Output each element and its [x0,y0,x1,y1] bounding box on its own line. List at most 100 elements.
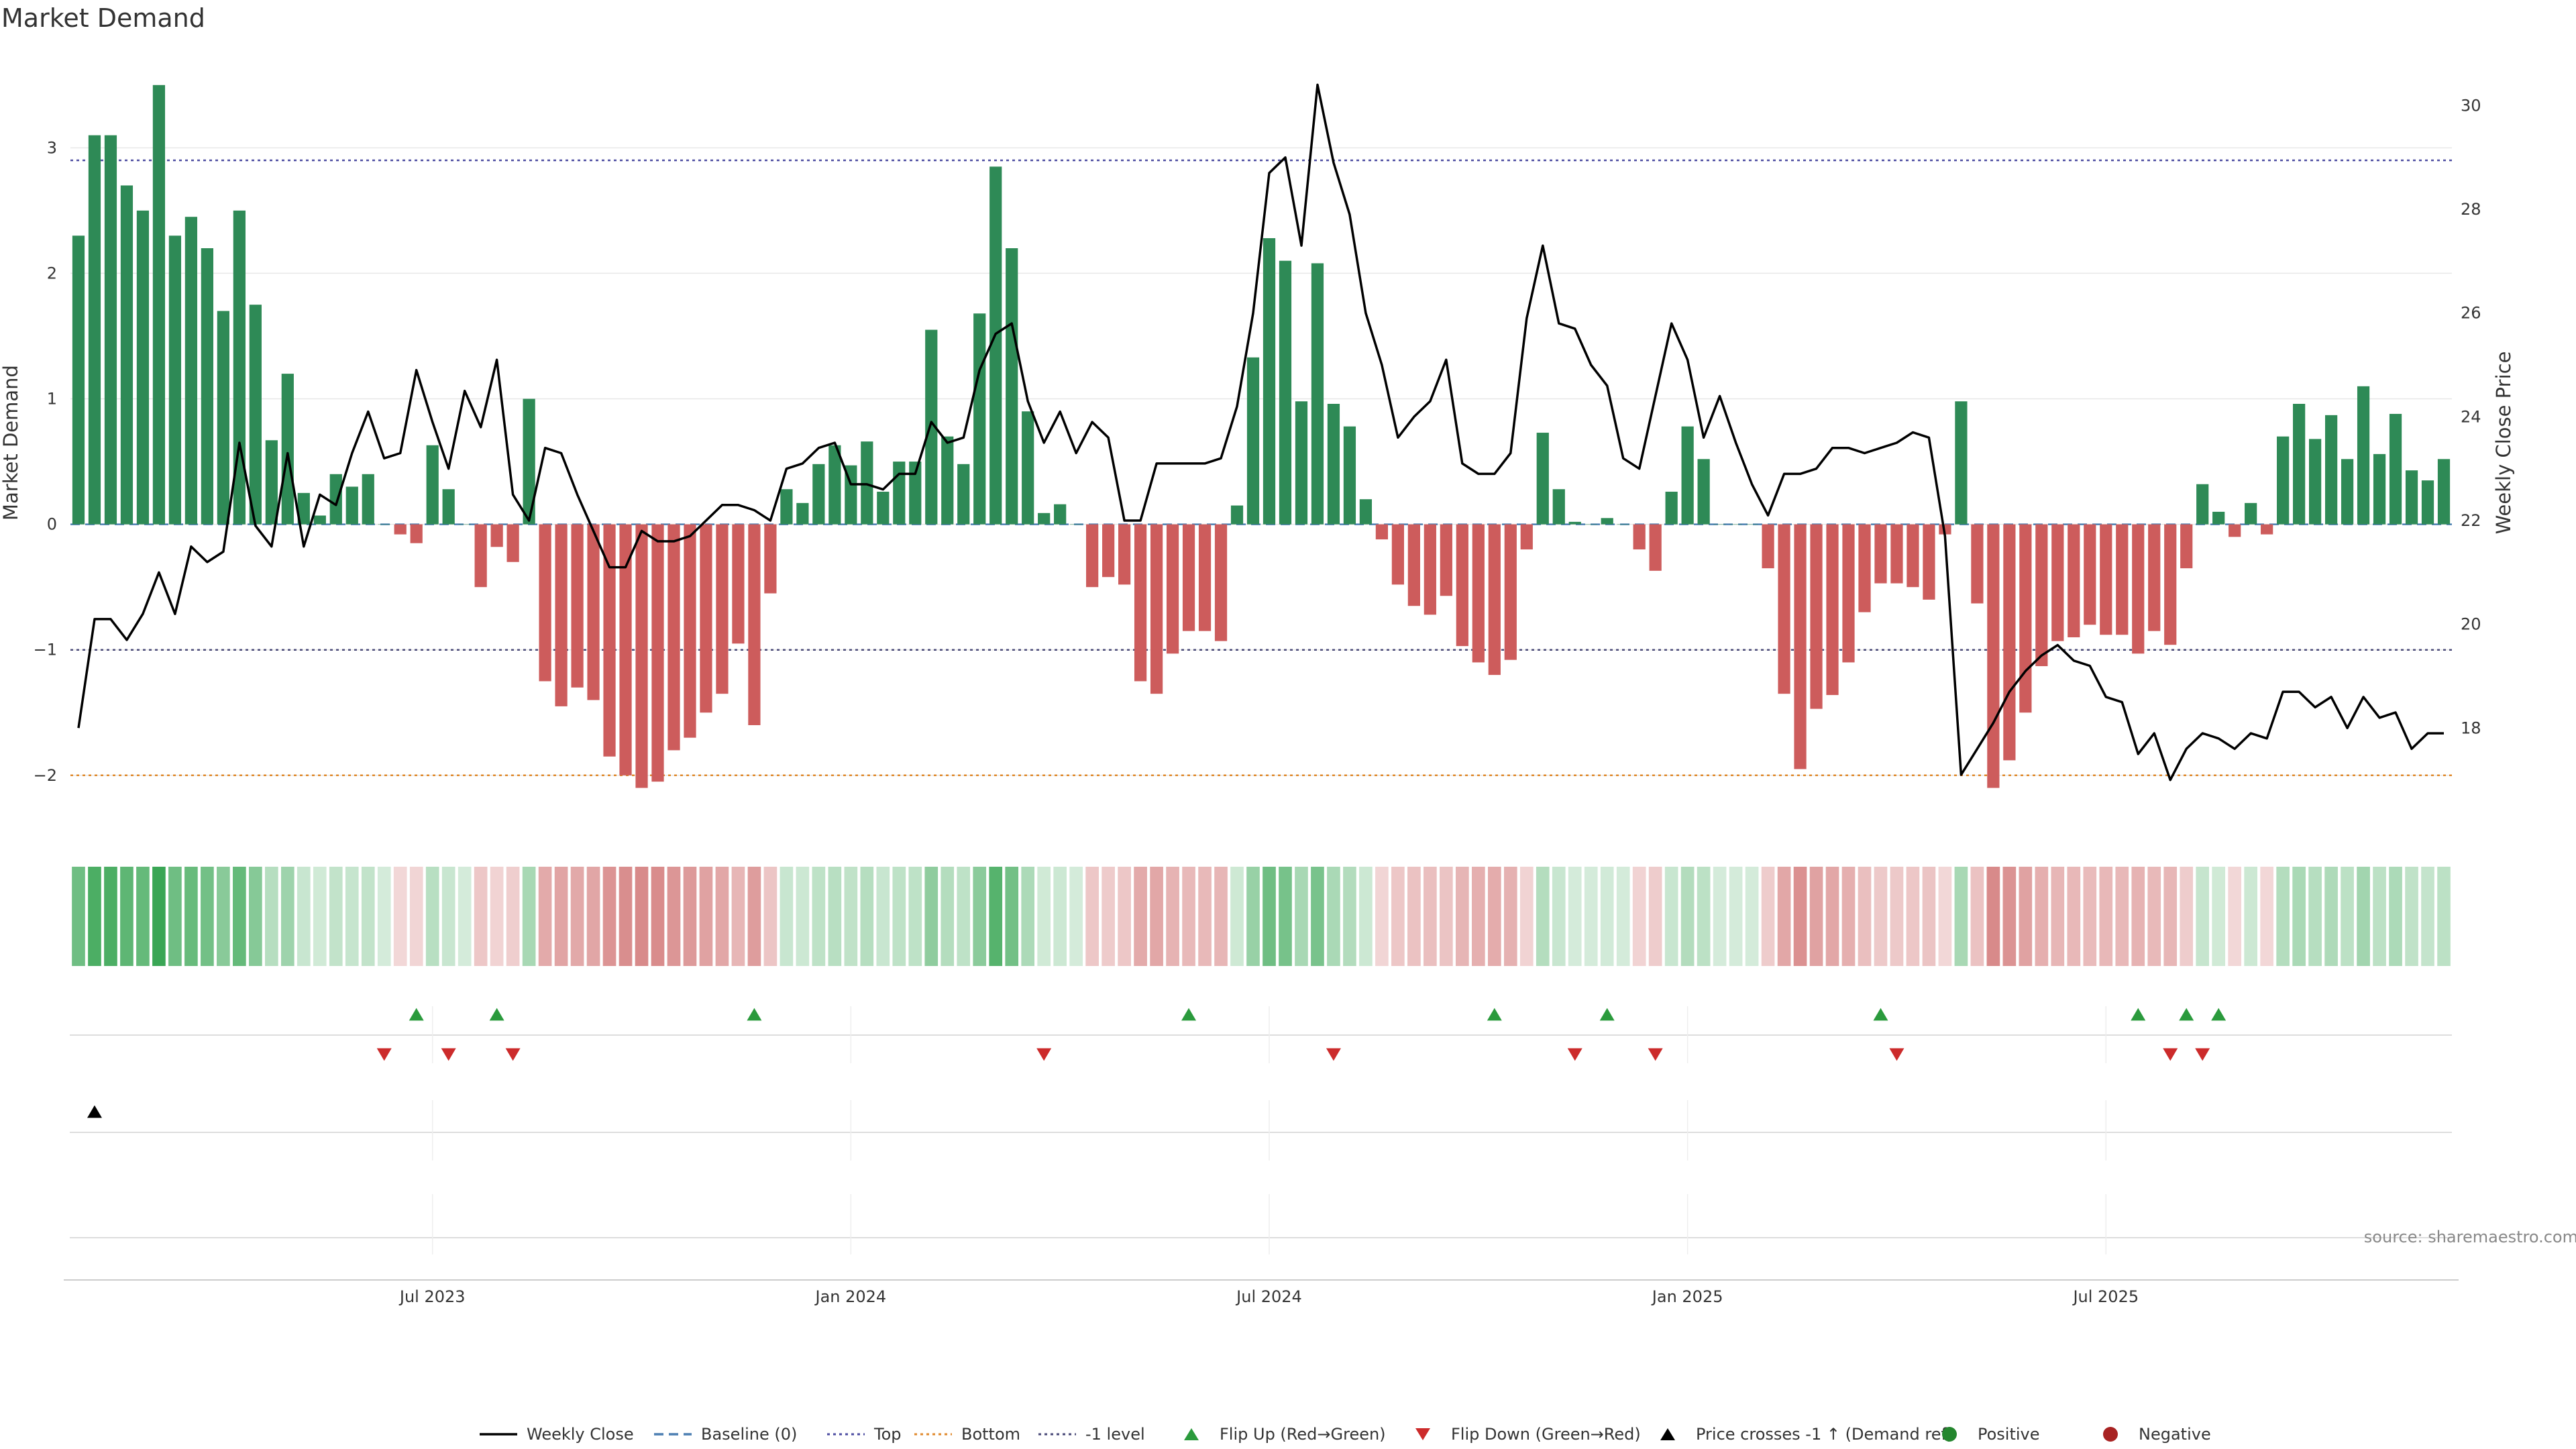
demand-bar [2084,524,2096,625]
weekly-close-line [77,83,2444,782]
heat-cell [602,867,616,966]
demand-bar [1022,411,1034,525]
heat-cell [2341,867,2354,966]
demand-bar [1890,524,1903,584]
heat-cell [1359,867,1373,966]
heat-cell [217,867,230,966]
demand-bar [764,524,777,594]
flip-up-marker [747,1008,762,1021]
flip-up-marker [1487,1008,1502,1021]
heat-cell [2083,867,2097,966]
heat-cell [152,867,166,966]
demand-bar [233,210,246,525]
flip-down-marker [376,1048,392,1061]
heat-cell [1118,867,1131,966]
heat-cell [1841,867,1856,966]
chart-legend: Weekly Close Baseline (0) Top Bottom -1 leve… [480,1425,2211,1444]
heat-cell [1906,867,1920,966]
demand-bar [1987,524,2000,788]
flip-down-marker [505,1048,521,1061]
heat-cell [425,867,439,966]
demand-bar [1649,524,1662,571]
flip-up-marker [489,1008,504,1021]
heat-cell [1263,867,1276,966]
demand-bar [651,524,664,782]
heat-cell [2147,867,2161,966]
heat-cell [667,867,681,966]
demand-bars [72,85,2451,788]
heat-cell [1584,867,1598,966]
heat-cell [2260,867,2273,966]
demand-bar [217,311,229,525]
heat-cell [1986,867,2000,966]
heat-cell [249,867,262,966]
heat-cell [1970,867,1984,966]
demand-bar [1054,504,1067,525]
demand-bar [635,524,648,788]
demand-bar [700,524,712,713]
heat-cell [1729,867,1743,966]
x-tick-label: Jul 2025 [2072,1287,2139,1306]
demand-bar [2132,524,2145,654]
demand-bar [2100,524,2112,635]
demand-bar [2309,439,2322,525]
demand-bar [1038,513,1051,525]
heat-cell [554,867,568,966]
heat-cell [1858,867,1872,966]
heat-cell [1503,867,1517,966]
heat-cell [1471,867,1485,966]
demand-bar [490,524,503,547]
demand-bar [1407,524,1420,606]
demand-bar [1456,524,1468,647]
demand-bar [1263,238,1276,525]
heat-cell [1536,867,1550,966]
heat-cell [1166,867,1179,966]
demand-bar [780,489,793,525]
heat-cell [1343,867,1356,966]
demand-bar [1359,499,1373,525]
demand-bar [474,524,487,588]
demand-bar [2261,524,2273,535]
heat-cell [1552,867,1566,966]
heat-cell [1568,867,1582,966]
heat-cell [2035,867,2049,966]
heat-cell [1214,867,1228,966]
demand-bar [1842,524,1855,663]
left-tick-label: 2 [47,264,57,282]
demand-bar [1971,524,1984,604]
demand-bar [2196,484,2209,525]
heat-cell [1922,867,1936,966]
demand-bar [1697,459,1710,525]
heat-cell [892,867,906,966]
demand-bar [265,440,278,525]
heat-cell [1021,867,1035,966]
heat-cell [120,867,133,966]
demand-bar [345,486,358,525]
demand-heat-strip [72,867,2451,966]
heat-cell [1745,867,1759,966]
heat-cell [1150,867,1163,966]
legend-label: Baseline (0) [701,1425,797,1444]
demand-bar [1214,524,1228,641]
demand-bar [313,515,326,525]
heat-cell [828,867,842,966]
demand-bar [1601,518,1613,525]
chart-title: Market Demand [1,3,205,33]
demand-bar [1681,426,1694,525]
legend-swatch [1415,1428,1430,1440]
demand-bar [973,313,986,525]
heat-cell [2324,867,2338,966]
demand-bar [861,441,873,525]
heat-cell [2051,867,2065,966]
heat-cell [1809,867,1823,966]
heat-cell [2244,867,2258,966]
demand-bar [1102,524,1115,578]
right-tick-label: 22 [2461,511,2481,530]
demand-bar [184,217,198,525]
heat-cell [2212,867,2226,966]
demand-bar [555,524,568,706]
demand-bar [989,166,1002,525]
demand-bar [1858,524,1871,612]
heat-cell [1230,867,1244,966]
demand-bar [587,524,600,700]
